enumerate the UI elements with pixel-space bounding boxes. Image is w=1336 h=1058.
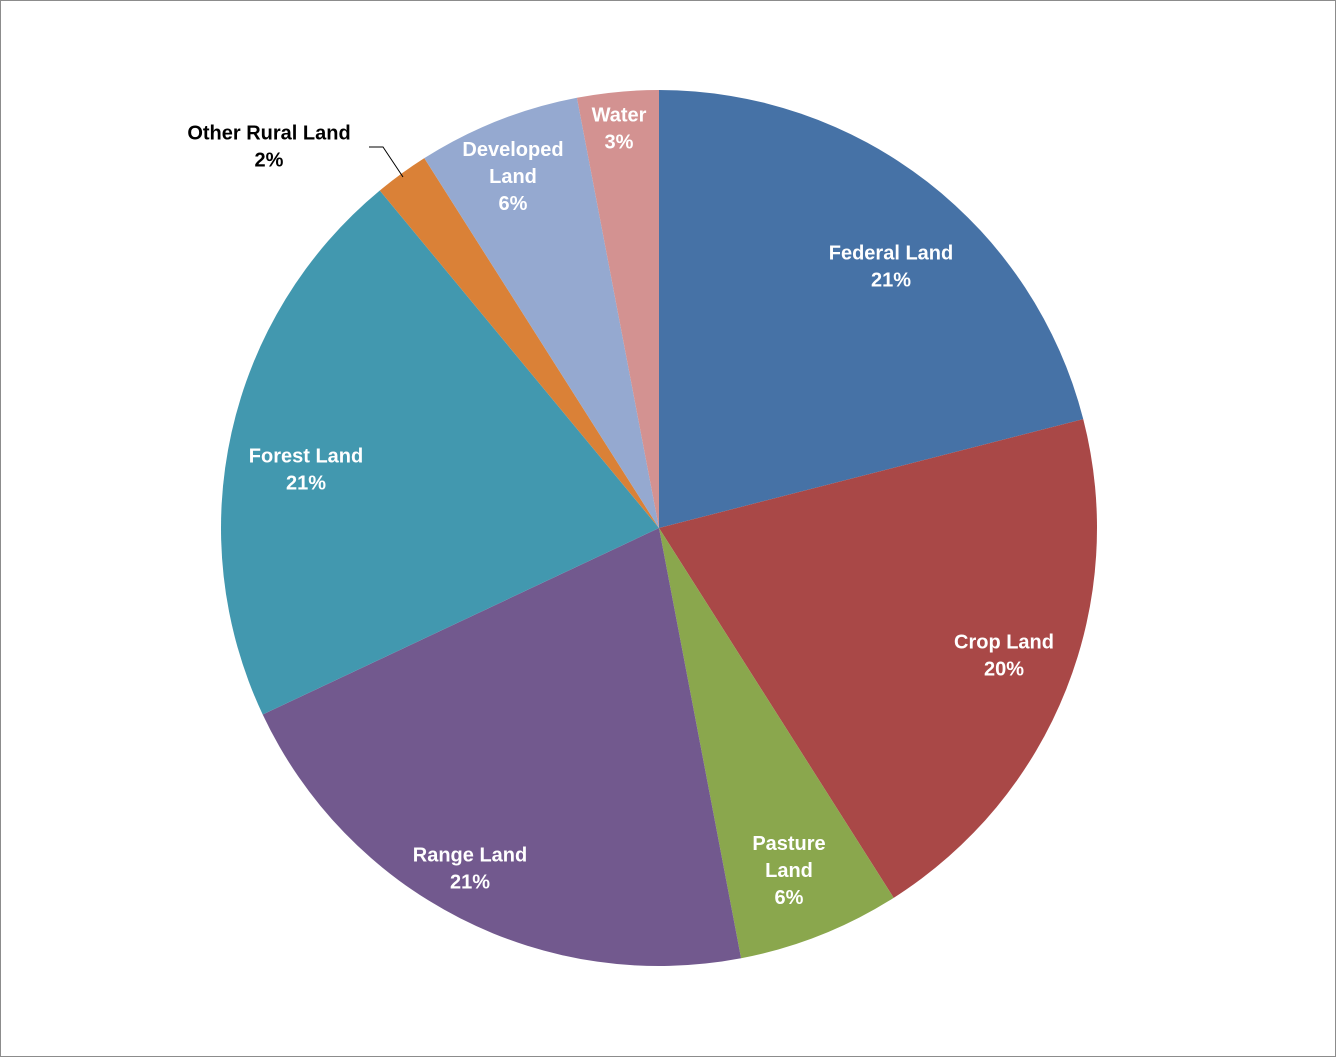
pie-slice-other-rural-land — [379, 158, 659, 528]
data-label-water: Water 3% — [592, 105, 647, 154]
data-label-pasture-land: Pasture Land 6% — [752, 833, 825, 909]
data-label-developed-land: Developed Land 6% — [462, 139, 563, 215]
pie-slice-crop-land — [659, 419, 1097, 898]
data-label-crop-land: Crop Land 20% — [954, 632, 1054, 681]
pie-slice-federal-land — [659, 90, 1084, 528]
pie-slice-water — [576, 90, 659, 528]
pie-slice-range-land — [262, 528, 742, 966]
pie-slice-pasture-land — [659, 528, 894, 959]
data-label-federal-land: Federal Land 21% — [829, 243, 953, 292]
pie-slice-developed-land — [424, 97, 659, 529]
data-label-forest-land: Forest Land 21% — [249, 446, 363, 495]
data-label-range-land: Range Land 21% — [413, 845, 527, 894]
data-label-other-rural-land: Other Rural Land 2% — [187, 123, 350, 172]
pie-slice-forest-land — [220, 190, 659, 715]
leader-line-other-rural-land — [369, 146, 404, 178]
